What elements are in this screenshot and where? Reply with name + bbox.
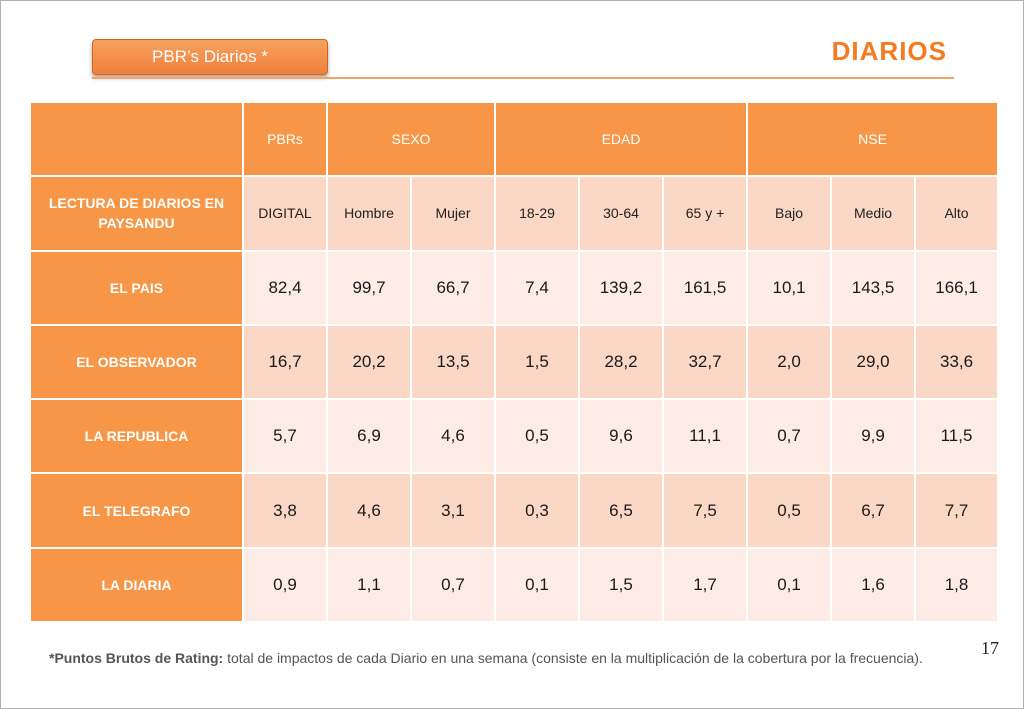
- column-header: 18-29: [494, 175, 580, 252]
- table-cell: 66,7: [410, 249, 496, 326]
- group-header-edad: EDAD: [493, 100, 749, 178]
- table-cell: 28,2: [578, 323, 664, 401]
- title-divider: [92, 77, 954, 79]
- corner-cell: [29, 100, 244, 178]
- slide-title: DIARIOS: [831, 36, 947, 66]
- table-row: EL TELEGRAFO 3,8 4,6 3,1 0,3 6,5 7,5 0,5…: [29, 472, 1000, 549]
- table-cell: 0,9: [242, 546, 328, 624]
- column-header-row: LECTURA DE DIARIOS EN PAYSANDU DIGITAL H…: [29, 175, 1000, 252]
- table-cell: 4,6: [326, 472, 412, 549]
- row-label-la-republica: LA REPUBLICA: [29, 398, 244, 475]
- column-header: 30-64: [578, 175, 664, 252]
- table-cell: 143,5: [830, 249, 917, 326]
- table-cell: 0,7: [746, 398, 833, 475]
- column-header: 65 y +: [661, 175, 749, 252]
- row-label-el-pais: EL PAIS: [29, 249, 244, 326]
- table-cell: 11,5: [914, 398, 1000, 475]
- table-cell: 4,6: [410, 398, 496, 475]
- table-cell: 7,5: [661, 472, 749, 549]
- table-cell: 1,5: [494, 323, 580, 401]
- table-cell: 0,3: [494, 472, 580, 549]
- table-cell: 0,7: [410, 546, 496, 624]
- footnote-text: total de impactos de cada Diario en una …: [223, 650, 923, 666]
- column-header: Bajo: [746, 175, 833, 252]
- page-number: 17: [981, 638, 999, 658]
- table-cell: 1,7: [661, 546, 749, 624]
- column-header: Mujer: [410, 175, 496, 252]
- table-cell: 0,5: [746, 472, 833, 549]
- footnote: *Puntos Brutos de Rating: total de impac…: [49, 649, 969, 668]
- column-header: Medio: [830, 175, 917, 252]
- table-row: EL OBSERVADOR 16,7 20,2 13,5 1,5 28,2 32…: [29, 323, 1000, 401]
- row-header-label: LECTURA DE DIARIOS EN PAYSANDU: [29, 175, 244, 252]
- group-header-sexo: SEXO: [326, 100, 496, 178]
- table-cell: 2,0: [746, 323, 833, 401]
- table-cell: 10,1: [746, 249, 833, 326]
- group-header-row: PBRs SEXO EDAD NSE: [29, 100, 1000, 178]
- row-label-el-telegrafo: EL TELEGRAFO: [29, 472, 244, 549]
- group-header-nse: NSE: [746, 100, 1000, 178]
- table-row: EL PAIS 82,4 99,7 66,7 7,4 139,2 161,5 1…: [29, 249, 1000, 326]
- table-cell: 7,7: [914, 472, 1000, 549]
- table-cell: 1,5: [578, 546, 664, 624]
- table-cell: 99,7: [326, 249, 412, 326]
- table-cell: 139,2: [578, 249, 664, 326]
- pbr-table: PBRs SEXO EDAD NSE LECTURA DE DIARIOS EN…: [29, 100, 1000, 624]
- table-cell: 29,0: [830, 323, 917, 401]
- table-cell: 166,1: [914, 249, 1000, 326]
- table-cell: 6,7: [830, 472, 917, 549]
- table-cell: 7,4: [494, 249, 580, 326]
- table-cell: 9,6: [578, 398, 664, 475]
- table-cell: 0,5: [494, 398, 580, 475]
- row-label-el-observador: EL OBSERVADOR: [29, 323, 244, 401]
- row-label-la-diaria: LA DIARIA: [29, 546, 244, 624]
- table-cell: 6,5: [578, 472, 664, 549]
- table-cell: 82,4: [242, 249, 328, 326]
- table-cell: 5,7: [242, 398, 328, 475]
- table-cell: 1,1: [326, 546, 412, 624]
- column-header: Alto: [914, 175, 1000, 252]
- footnote-term: *Puntos Brutos de Rating:: [49, 650, 224, 666]
- table-cell: 16,7: [242, 323, 328, 401]
- group-header-pbrs: PBRs: [242, 100, 328, 178]
- table-cell: 33,6: [914, 323, 1000, 401]
- column-header: DIGITAL: [242, 175, 328, 252]
- table-cell: 9,9: [830, 398, 917, 475]
- table-cell: 20,2: [326, 323, 412, 401]
- section-badge: PBR’s Diarios *: [92, 39, 328, 75]
- table-cell: 0,1: [746, 546, 833, 624]
- table-cell: 0,1: [494, 546, 580, 624]
- table-cell: 3,8: [242, 472, 328, 549]
- table-row: LA DIARIA 0,9 1,1 0,7 0,1 1,5 1,7 0,1 1,…: [29, 546, 1000, 624]
- table-cell: 161,5: [661, 249, 749, 326]
- column-header: Hombre: [326, 175, 412, 252]
- table-row: LA REPUBLICA 5,7 6,9 4,6 0,5 9,6 11,1 0,…: [29, 398, 1000, 475]
- table-cell: 1,8: [914, 546, 1000, 624]
- table-cell: 11,1: [661, 398, 749, 475]
- table-cell: 3,1: [410, 472, 496, 549]
- table-cell: 1,6: [830, 546, 917, 624]
- table-cell: 13,5: [410, 323, 496, 401]
- table-cell: 32,7: [661, 323, 749, 401]
- table-cell: 6,9: [326, 398, 412, 475]
